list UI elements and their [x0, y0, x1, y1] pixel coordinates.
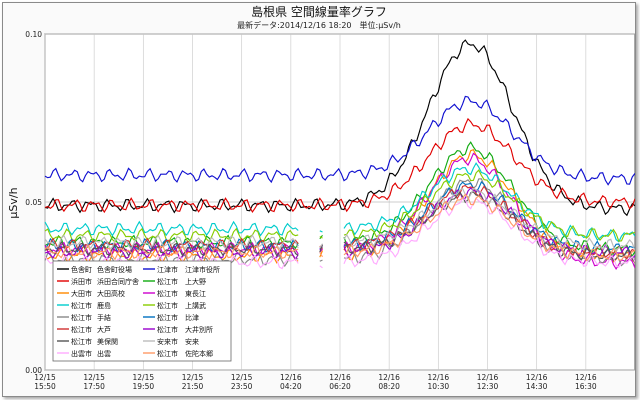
legend-label: 大井別所 [185, 325, 213, 334]
legend-label: 松江市 [71, 313, 92, 322]
legend-label: 松江市 [71, 301, 92, 310]
series-line [44, 187, 635, 252]
series-line [44, 117, 635, 214]
legend-label: 浜田合同庁舎 [97, 277, 139, 286]
legend-label: 江津市役所 [185, 265, 220, 274]
x-tick-label-time: 21:50 [182, 382, 204, 391]
legend-box [52, 260, 232, 362]
series-line [44, 162, 635, 243]
x-tick-label-date: 12/15 [34, 373, 56, 382]
x-tick-label-date: 12/15 [83, 373, 105, 382]
legend-label: 松江市 [71, 337, 92, 346]
series-line [44, 193, 635, 262]
legend-label: 松江市 [157, 301, 178, 310]
chart-svg: 島根県 空間線量率グラフ 最新データ:2014/12/16 18:20 単位:μ… [7, 4, 635, 391]
x-tick-label-date: 12/16 [280, 373, 302, 382]
legend-label: 大田市 [71, 289, 92, 298]
x-tick-label-date: 12/16 [477, 373, 499, 382]
legend-label: 鹿島 [97, 301, 111, 310]
x-tick-label-time: 04:20 [280, 382, 302, 391]
x-tick-label-time: 19:50 [133, 382, 155, 391]
legend-label: 比津 [185, 313, 199, 322]
legend-label: 色舎町 [71, 265, 92, 274]
chart-title: 島根県 空間線量率グラフ [251, 4, 387, 19]
x-tick-label-date: 12/16 [526, 373, 548, 382]
x-tick-label-time: 08:20 [378, 382, 400, 391]
x-tick-label-date: 12/16 [575, 373, 597, 382]
x-tick-label-time: 23:50 [231, 382, 253, 391]
x-tick-label-date: 12/15 [231, 373, 253, 382]
legend-label: 東長江 [185, 289, 206, 298]
legend-label: 大芦 [97, 325, 111, 334]
x-tick-label-time: 12:30 [477, 382, 499, 391]
legend-label: 美保関 [97, 337, 118, 346]
x-tick-label-date: 12/16 [329, 373, 351, 382]
legend-label: 浜田市 [71, 277, 92, 286]
x-tick-label-time: 15:50 [34, 382, 56, 391]
legend-label: 手結 [97, 313, 111, 322]
legend-label: 大田高校 [97, 289, 125, 298]
legend-label: 出雲 [97, 349, 111, 358]
y-tick-label: 0.05 [25, 198, 42, 207]
legend-label: 上講武 [185, 301, 206, 310]
chart-subtitle: 最新データ:2014/12/16 18:20 単位:μSv/h [237, 20, 401, 30]
series-line [44, 169, 635, 244]
legend-label: 松江市 [157, 349, 178, 358]
y-tick-label: 0.00 [25, 366, 42, 375]
x-tick-label-time: 06:20 [329, 382, 351, 391]
chart-frame: 島根県 空間線量率グラフ 最新データ:2014/12/16 18:20 単位:μ… [2, 2, 636, 397]
legend-label: 松江市 [157, 313, 178, 322]
legend-label: 安来市 [157, 337, 178, 346]
x-tick-label-date: 12/15 [133, 373, 155, 382]
axis-layer: 12/1515:5012/1517:5012/1519:5012/1521:50… [25, 30, 597, 391]
x-tick-label-time: 17:50 [83, 382, 105, 391]
legend-label: 江津市 [157, 265, 178, 274]
series-line [44, 95, 635, 186]
legend-label: 松江市 [71, 325, 92, 334]
legend-label: 上大野 [185, 277, 206, 286]
y-axis-label: μSv/h [7, 187, 20, 218]
y-tick-label: 0.10 [25, 30, 42, 39]
legend-label: 色舎町役場 [97, 265, 132, 274]
legend-label: 佐陀本郷 [185, 349, 213, 358]
legend-label: 松江市 [157, 289, 178, 298]
legend-label: 松江市 [157, 277, 178, 286]
x-tick-label-date: 12/15 [182, 373, 204, 382]
legend-label: 出雲市 [71, 349, 92, 358]
x-tick-label-time: 14:30 [526, 382, 548, 391]
x-tick-label-time: 10:30 [428, 382, 450, 391]
x-tick-label-time: 16:30 [575, 382, 597, 391]
legend-label: 安来 [185, 337, 199, 346]
x-tick-label-date: 12/16 [428, 373, 450, 382]
series-layer [44, 39, 635, 271]
x-tick-label-date: 12/16 [378, 373, 400, 382]
legend-label: 松江市 [157, 325, 178, 334]
